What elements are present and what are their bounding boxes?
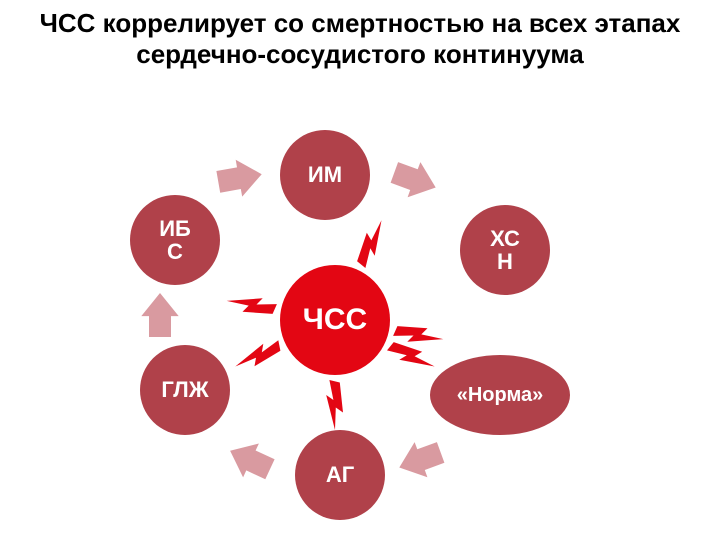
bolt-ag [326, 380, 343, 430]
outer-node-xsn: ХС Н [460, 205, 550, 295]
cycle-arrow-norma-ag [399, 442, 444, 477]
bolt-xsn [393, 326, 443, 342]
outer-node-im: ИМ [280, 130, 370, 220]
bolt-norma [387, 342, 435, 366]
outer-node-glzh: ГЛЖ [140, 345, 230, 435]
outer-node-norma: «Норма» [430, 355, 570, 435]
page-title: ЧСС коррелирует со смертностью на всех э… [0, 8, 720, 69]
outer-node-ibs: ИБ С [130, 195, 220, 285]
outer-node-ag: АГ [295, 430, 385, 520]
cycle-arrow-ibs-im [216, 160, 261, 197]
diagram-root: { "canvas": { "width": 720, "height": 54… [0, 0, 720, 540]
cycle-arrow-glzh-ibs [141, 293, 178, 337]
bolt-ibs [227, 298, 277, 314]
cycle-arrow-ag-glzh [230, 444, 275, 480]
cycle-arrow-im-xsn [391, 162, 436, 197]
center-node-chs: ЧСС [280, 265, 390, 375]
bolt-glzh [235, 340, 280, 366]
bolt-im [357, 220, 381, 268]
